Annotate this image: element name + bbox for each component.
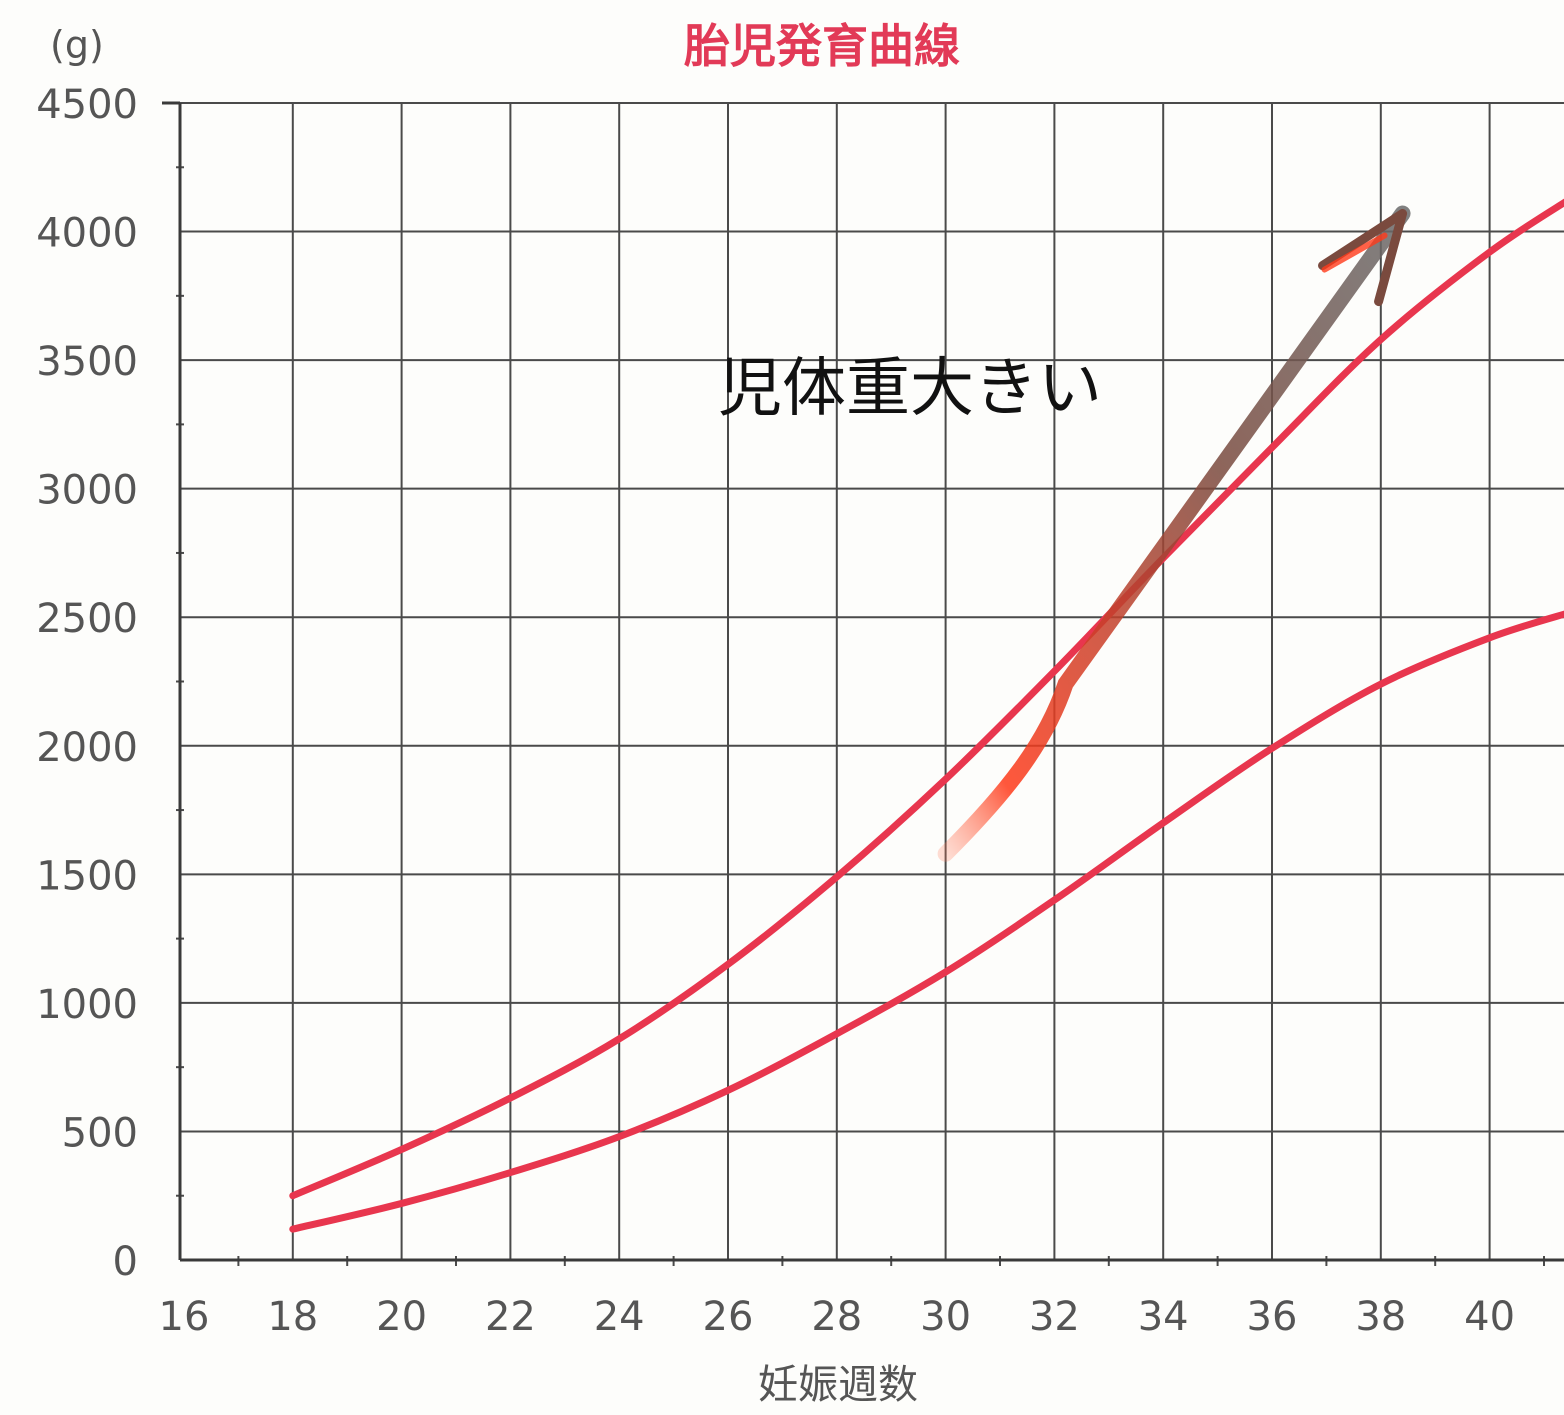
x-tick-label: 40 xyxy=(1464,1294,1515,1340)
chart-title: 胎児発育曲線 xyxy=(684,19,960,73)
y-tick-label: 2000 xyxy=(36,725,138,771)
y-tick-label: 4500 xyxy=(36,82,138,128)
minor-ticks xyxy=(176,166,1545,1266)
x-tick-label: 20 xyxy=(376,1294,427,1340)
x-tick-label: 36 xyxy=(1247,1294,1298,1340)
series-lines xyxy=(289,198,1564,1233)
axes xyxy=(162,101,1564,1262)
x-tick-label: 32 xyxy=(1029,1294,1080,1340)
annotation-arrow-shaft xyxy=(937,205,1411,862)
x-tick-label: 16 xyxy=(159,1294,210,1340)
x-tick-label: 38 xyxy=(1355,1294,1406,1340)
y-tick-label: 500 xyxy=(62,1110,138,1156)
annotation-text: 児体重大きい xyxy=(718,352,1102,426)
y-tick-label: 4000 xyxy=(36,211,138,257)
y-tick-label: 1500 xyxy=(36,853,138,899)
y-tick-label: 1000 xyxy=(36,982,138,1028)
series-line-1 xyxy=(289,198,1564,1200)
annotation-arrowhead-highlight xyxy=(1321,232,1388,273)
x-tick-label: 22 xyxy=(485,1294,536,1340)
annotation-arrowhead xyxy=(1318,209,1408,307)
x-tick-label: 18 xyxy=(267,1294,318,1340)
x-tick-label: 34 xyxy=(1138,1294,1189,1340)
tick-labels: 0 500 1000 1500 2000 2500 3000 3500 4000 4500 16 18… xyxy=(36,82,1515,1340)
x-tick-label: 26 xyxy=(703,1294,754,1340)
y-unit-label: (g) xyxy=(50,23,104,67)
series-line-2 xyxy=(289,610,1564,1233)
y-tick-label: 3000 xyxy=(36,468,138,514)
x-axis-label: 妊娠週数 xyxy=(758,1362,918,1408)
x-tick-label: 30 xyxy=(920,1294,971,1340)
x-tick-label: 28 xyxy=(811,1294,862,1340)
y-tick-label: 3500 xyxy=(36,339,138,385)
annotation-layer xyxy=(937,205,1411,862)
y-tick-label: 2500 xyxy=(36,596,138,642)
y-tick-label: 0 xyxy=(113,1239,138,1285)
x-tick-label: 24 xyxy=(594,1294,645,1340)
